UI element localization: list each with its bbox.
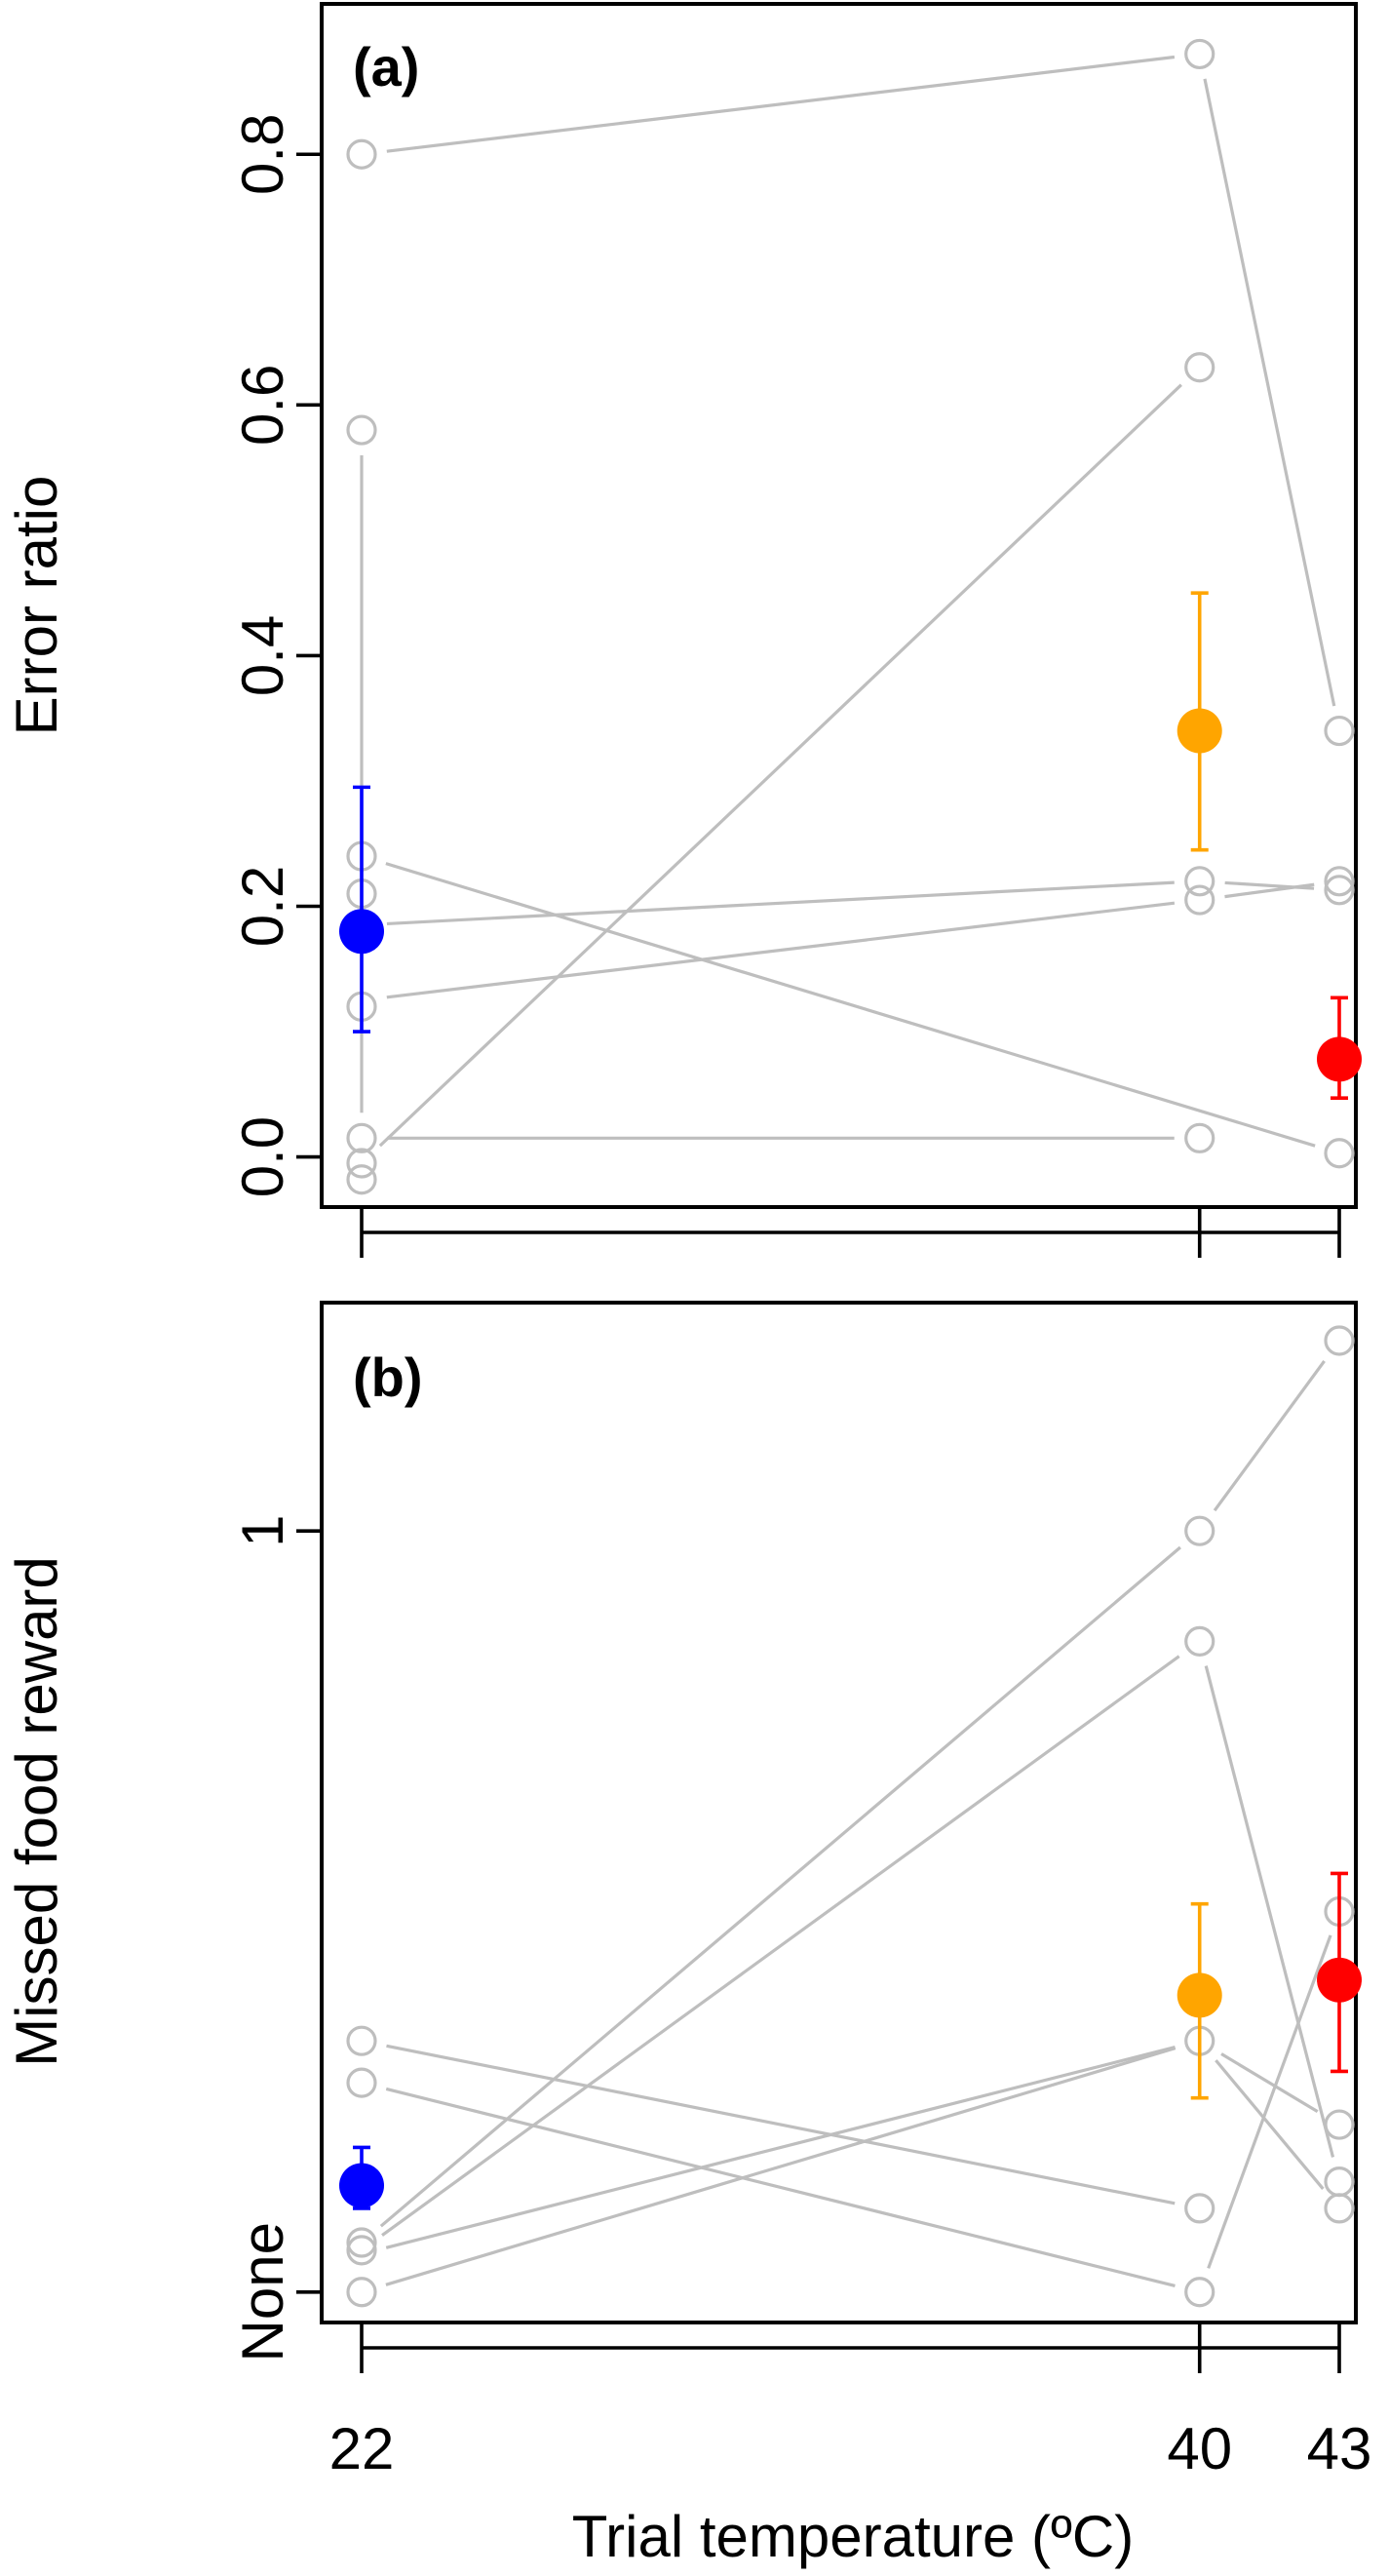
panel-a-points <box>346 38 1355 1195</box>
panel-b-mean-point <box>1317 1957 1362 2003</box>
panel-b-individual-point <box>346 2067 377 2098</box>
panel-b-individual-line <box>1213 1360 1326 1512</box>
panel-a-individual-point <box>346 1148 377 1179</box>
panel-b-individual-line <box>1220 2052 1319 2114</box>
panel-a-individual-point <box>346 1164 377 1195</box>
panel-a-y-tick-label: 0.0 <box>230 1116 295 1197</box>
panel-a-y-tick-label: 0.4 <box>230 615 295 696</box>
panel-a-individual-point <box>1184 38 1215 70</box>
panel-b-means <box>339 1871 1362 2210</box>
panel-a-individual-line <box>385 862 1316 1148</box>
panel-a-individual-point <box>346 1122 377 1153</box>
panel-a-individual-point <box>1324 866 1355 897</box>
panel-a-y-tick-label: 0.6 <box>230 365 295 446</box>
panel-a-y-tick-label: 0.2 <box>230 866 295 947</box>
panel-b-y-tick-label: None <box>230 2222 295 2361</box>
panel-a-individual-point <box>1184 884 1215 916</box>
panel-b-individual-point <box>1324 2109 1355 2140</box>
panel-a-individual-line <box>1224 882 1315 899</box>
panel-a-individual-point <box>1184 352 1215 383</box>
panel-b-individual-line <box>381 1655 1180 2237</box>
panel-b-mean-point <box>1177 1972 1222 2018</box>
panel-b-frame <box>320 1301 1358 2324</box>
x-tick-label: 22 <box>329 2416 395 2481</box>
panel-a-individual-line <box>386 55 1176 153</box>
panel-b-individual-line <box>385 2087 1176 2288</box>
panel-a-frame <box>320 2 1358 1209</box>
panel-b-x-axis <box>360 2322 1341 2373</box>
panel-a-individual-line <box>386 880 1175 926</box>
panel-b-individual-line <box>385 2046 1176 2249</box>
x-tick-label: 40 <box>1167 2416 1232 2481</box>
panel-b-individual-point <box>1184 2193 1215 2224</box>
panel-a-label: (a) <box>353 36 419 98</box>
panel-a: 0.0 0.2 0.4 0.6 0.8 (a) Error ratio <box>4 2 1362 1258</box>
panel-a-individual-point <box>1184 1122 1215 1153</box>
panel-b-individual-point <box>1324 2193 1355 2224</box>
panel-a-y-axis-title: Error ratio <box>4 476 69 736</box>
panel-a-mean-point <box>1177 708 1222 754</box>
panel-b-individual-point <box>1324 1325 1355 1356</box>
x-axis-title: Trial temperature (ºC) <box>572 2504 1134 2569</box>
panel-a-individual-line <box>386 901 1176 999</box>
panel-b-y-axis-title: Missed food reward <box>4 1556 69 2067</box>
panel-a-y-tick-label: 0.8 <box>230 114 295 195</box>
panel-a-individual-point <box>1324 1138 1355 1169</box>
panel-b-individual-point <box>346 2235 377 2266</box>
panel-b-individual-line <box>1207 1934 1332 2269</box>
panel-b-y-axis: None 1 <box>230 1514 322 2361</box>
panel-a-individual-point <box>346 414 377 446</box>
panel-a-individual-point <box>1324 715 1355 747</box>
panel-b-label: (b) <box>353 1347 423 1408</box>
panel-b-individual-line <box>386 2044 1176 2205</box>
panel-b-mean-point <box>339 2163 384 2208</box>
panel-a-individual-line <box>378 383 1182 1148</box>
panel-b: None 1 (b) Missed food reward <box>4 1301 1362 2373</box>
panel-b-individual-point <box>346 2227 377 2258</box>
panel-a-mean-point <box>339 909 384 955</box>
panel-a-lines <box>360 55 1336 1148</box>
panel-a-individual-point <box>346 138 377 170</box>
panel-b-individual-line <box>1215 2059 1325 2190</box>
panel-b-individual-point <box>1324 2166 1355 2198</box>
panel-a-y-axis: 0.0 0.2 0.4 0.6 0.8 <box>230 114 322 1197</box>
panel-b-individual-point <box>346 2025 377 2056</box>
panel-a-means <box>339 591 1362 1100</box>
panel-b-lines <box>379 1360 1335 2288</box>
panel-b-points <box>346 1325 1355 2308</box>
panel-a-individual-point <box>1184 866 1215 897</box>
panel-b-y-tick-label: 1 <box>230 1514 295 1546</box>
panel-b-individual-point <box>1184 1625 1215 1657</box>
panel-b-individual-line <box>1204 1665 1335 2158</box>
panel-a-individual-point <box>1324 875 1355 906</box>
panel-a-individual-line <box>1203 78 1336 707</box>
panel-b-individual-point <box>1184 1515 1215 1546</box>
panel-a-x-axis <box>360 1207 1341 1258</box>
panel-b-individual-point <box>346 2277 377 2308</box>
panel-b-individual-line <box>385 2047 1177 2286</box>
x-tick-labels: 22 40 43 <box>329 2416 1372 2481</box>
panel-b-individual-line <box>379 1545 1181 2228</box>
panel-b-individual-point <box>1184 2277 1215 2308</box>
panel-a-mean-point <box>1317 1036 1362 1082</box>
x-tick-label: 43 <box>1307 2416 1372 2481</box>
